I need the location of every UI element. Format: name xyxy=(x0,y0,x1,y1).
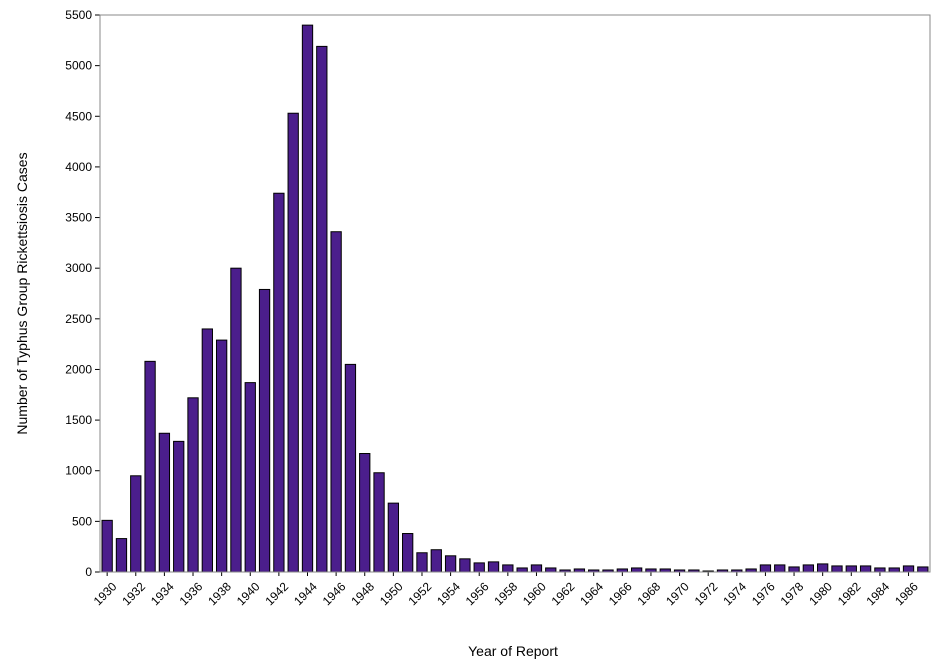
x-tick-label: 1954 xyxy=(434,579,463,608)
bar-1935 xyxy=(173,440,185,573)
bar-1933 xyxy=(144,360,156,573)
bar-1980 xyxy=(817,563,829,573)
bar-1942 xyxy=(273,192,285,573)
bar-1930 xyxy=(101,519,113,573)
x-tick-label: 1984 xyxy=(863,579,892,608)
y-tick-label: 1500 xyxy=(65,413,92,427)
bar-1977 xyxy=(774,564,786,573)
x-tick-label: 1950 xyxy=(377,579,406,608)
x-tick-label: 1934 xyxy=(148,579,177,608)
bar-1934 xyxy=(158,432,171,573)
bar-1976 xyxy=(759,564,772,573)
x-axis-title: Year of Report xyxy=(468,643,558,659)
x-tick-label: 1962 xyxy=(549,579,578,608)
x-tick-label: 1956 xyxy=(463,579,492,608)
bar-1984 xyxy=(874,567,886,573)
bar-1957 xyxy=(487,561,500,573)
x-tick-label: 1974 xyxy=(720,579,749,608)
bar-1945 xyxy=(316,45,328,573)
x-tick-label: 1972 xyxy=(692,579,721,608)
x-tick-label: 1986 xyxy=(892,579,921,608)
bar-1947 xyxy=(344,363,357,573)
x-tick-label: 1968 xyxy=(635,579,664,608)
bar-1986 xyxy=(902,565,915,573)
x-tick-label: 1966 xyxy=(606,579,635,608)
bar-1967 xyxy=(630,567,643,573)
x-tick-label: 1940 xyxy=(234,579,263,608)
x-tick-label: 1930 xyxy=(91,579,120,608)
bar-1948 xyxy=(359,453,371,573)
x-tick-label: 1960 xyxy=(520,579,549,608)
bar-1955 xyxy=(459,558,471,573)
bar-1936 xyxy=(187,397,199,573)
x-tick-label: 1932 xyxy=(119,579,148,608)
x-tick-label: 1982 xyxy=(835,579,864,608)
bar-1953 xyxy=(430,549,442,573)
bar-1939 xyxy=(230,267,242,573)
x-tick-label: 1970 xyxy=(663,579,692,608)
bar-1979 xyxy=(802,564,815,573)
x-tick-label: 1946 xyxy=(320,579,349,608)
bar-1982 xyxy=(845,565,857,573)
bar-1931 xyxy=(115,538,128,573)
y-tick-label: 4000 xyxy=(65,160,92,174)
y-tick-label: 2000 xyxy=(65,362,92,376)
x-axis-ticks: 1930 1932 1934 1936 1938 1940 1942 1944 1946 1948… xyxy=(91,572,921,608)
bar-1941 xyxy=(258,288,271,573)
bar-1946 xyxy=(330,231,342,573)
x-tick-label: 1936 xyxy=(177,579,206,608)
x-tick-label: 1964 xyxy=(577,579,606,608)
y-axis-title: Number of Typhus Group Rickettsiosis Cas… xyxy=(14,152,30,434)
bar-1983 xyxy=(859,565,872,573)
bar-1950 xyxy=(387,502,400,573)
bar-1952 xyxy=(416,552,428,573)
x-tick-label: 1938 xyxy=(205,579,234,608)
x-tick-label: 1942 xyxy=(262,579,291,608)
bar-1937 xyxy=(201,328,213,573)
y-tick-label: 5500 xyxy=(65,8,92,22)
bar-1959 xyxy=(516,567,528,573)
bar-1943 xyxy=(287,112,299,573)
y-tick-label: 4500 xyxy=(65,109,92,123)
y-tick-label: 5000 xyxy=(65,59,92,73)
x-tick-label: 1948 xyxy=(348,579,377,608)
bar-1944 xyxy=(301,24,314,573)
y-tick-label: 3500 xyxy=(65,211,92,225)
x-tick-label: 1944 xyxy=(291,579,320,608)
plot-area-frame xyxy=(99,14,931,573)
bar-1981 xyxy=(831,565,843,573)
bar-1956 xyxy=(473,562,485,573)
x-tick-label: 1952 xyxy=(406,579,435,608)
x-tick-label: 1958 xyxy=(491,579,520,608)
x-tick-label: 1980 xyxy=(806,579,835,608)
x-tick-label: 1978 xyxy=(778,579,807,608)
bar-1961 xyxy=(545,567,557,573)
bar-1938 xyxy=(215,339,228,573)
y-tick-label: 500 xyxy=(72,514,92,528)
bar-1949 xyxy=(373,472,385,573)
bar-1987 xyxy=(917,566,929,573)
y-tick-label: 3000 xyxy=(65,261,92,275)
bar-1940 xyxy=(244,382,256,573)
bar-1985 xyxy=(888,567,900,573)
bar-1978 xyxy=(788,566,800,573)
bar-1932 xyxy=(130,475,142,573)
y-axis-ticks: 0 500 1000 1500 2000 2500 3000 3500 4000 4500 5000… xyxy=(65,8,100,579)
y-tick-label: 1000 xyxy=(65,464,92,478)
bar-1960 xyxy=(530,564,543,573)
bar-1951 xyxy=(402,533,414,573)
y-tick-label: 2500 xyxy=(65,312,92,326)
bar-1954 xyxy=(444,555,457,573)
x-tick-label: 1976 xyxy=(749,579,778,608)
bar-1958 xyxy=(502,564,514,573)
bars xyxy=(101,24,929,573)
y-tick-label: 0 xyxy=(85,565,92,579)
